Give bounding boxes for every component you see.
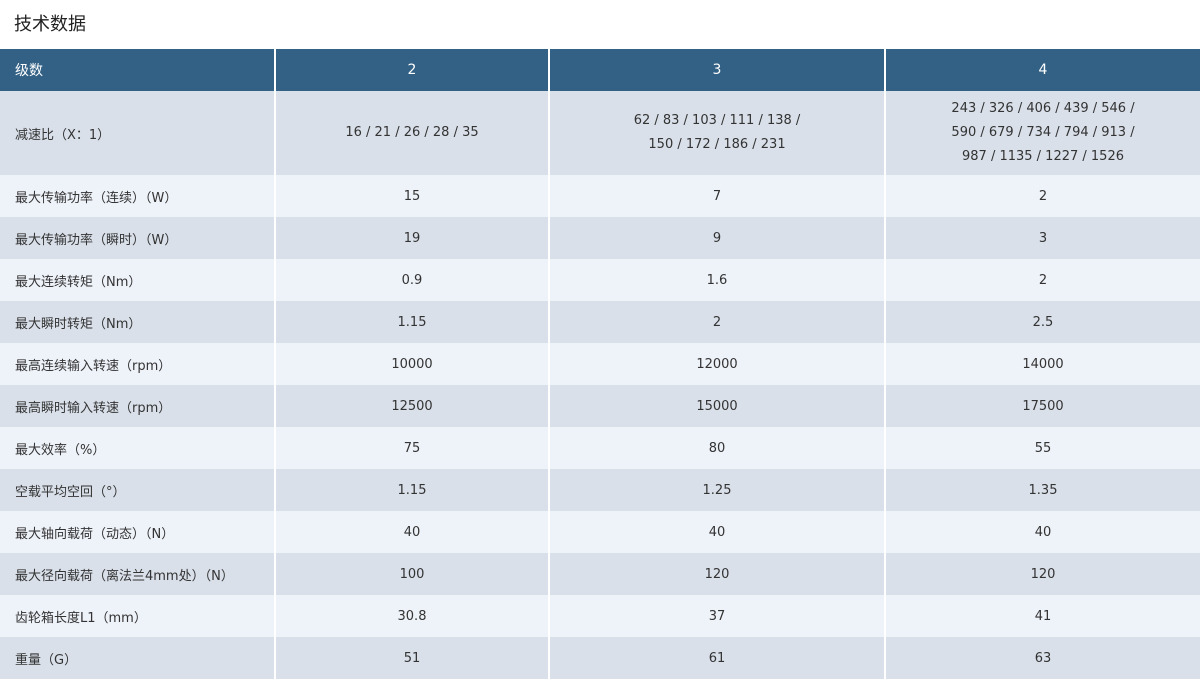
row-label: 最大传输功率（瞬时）（W） <box>0 217 275 259</box>
table-row: 最大瞬时转矩（Nm） 1.15 2 2.5 <box>0 301 1200 343</box>
value-cell: 63 <box>884 637 1200 679</box>
value-cell: 62 / 83 / 103 / 111 / 138 / 150 / 172 / 1… <box>548 91 885 175</box>
value-cell: 61 <box>548 637 885 679</box>
value-cell: 100 <box>274 553 549 595</box>
page-title: 技术数据 <box>14 14 86 35</box>
value-cell: 30.8 <box>274 595 549 637</box>
value-cell: 2 <box>884 259 1200 301</box>
value-cell: 40 <box>274 511 549 553</box>
row-label: 最大径向载荷（离法兰4mm处）（N） <box>0 553 275 595</box>
value-cell: 2 <box>884 175 1200 217</box>
row-label: 最大轴向载荷（动态）（N） <box>0 511 275 553</box>
value-cell: 37 <box>548 595 885 637</box>
value-cell: 0.9 <box>274 259 549 301</box>
value-line: 150 / 172 / 186 / 231 <box>648 137 786 152</box>
table-header-row: 级数 2 3 4 <box>0 49 1200 91</box>
value-line: 243 / 326 / 406 / 439 / 546 / <box>951 101 1135 116</box>
row-label: 减速比（X：1） <box>0 91 275 175</box>
row-label: 最大瞬时转矩（Nm） <box>0 301 275 343</box>
value-cell: 51 <box>274 637 549 679</box>
value-line: 987 / 1135 / 1227 / 1526 <box>962 149 1124 164</box>
value-cell: 40 <box>548 511 885 553</box>
value-cell: 1.35 <box>884 469 1200 511</box>
row-label: 最大连续转矩（Nm） <box>0 259 275 301</box>
value-cell: 1.15 <box>274 301 549 343</box>
value-cell: 16 / 21 / 26 / 28 / 35 <box>274 91 549 175</box>
table-row: 空载平均空回（°） 1.15 1.25 1.35 <box>0 469 1200 511</box>
value-cell: 3 <box>884 217 1200 259</box>
table-row: 最大径向载荷（离法兰4mm处）（N） 100 120 120 <box>0 553 1200 595</box>
value-cell: 10000 <box>274 343 549 385</box>
value-cell: 9 <box>548 217 885 259</box>
value-cell: 40 <box>884 511 1200 553</box>
table-row: 最高连续输入转速（rpm） 10000 12000 14000 <box>0 343 1200 385</box>
table-row: 最大连续转矩（Nm） 0.9 1.6 2 <box>0 259 1200 301</box>
value-cell: 7 <box>548 175 885 217</box>
value-cell: 80 <box>548 427 885 469</box>
value-cell: 12000 <box>548 343 885 385</box>
table-row: 最大传输功率（连续）（W） 15 7 2 <box>0 175 1200 217</box>
value-line: 590 / 679 / 734 / 794 / 913 / <box>951 125 1135 140</box>
value-cell: 120 <box>548 553 885 595</box>
value-cell: 75 <box>274 427 549 469</box>
table-row: 重量（G） 51 61 63 <box>0 637 1200 679</box>
value-cell: 1.6 <box>548 259 885 301</box>
row-label: 齿轮箱长度L1（mm） <box>0 595 275 637</box>
value-cell: 12500 <box>274 385 549 427</box>
header-cell: 级数 <box>0 49 275 91</box>
table-row: 最大效率（%） 75 80 55 <box>0 427 1200 469</box>
table-row: 最大传输功率（瞬时）（W） 19 9 3 <box>0 217 1200 259</box>
value-cell: 14000 <box>884 343 1200 385</box>
value-cell: 55 <box>884 427 1200 469</box>
row-label: 最大效率（%） <box>0 427 275 469</box>
table-row: 最高瞬时输入转速（rpm） 12500 15000 17500 <box>0 385 1200 427</box>
value-cell: 15000 <box>548 385 885 427</box>
value-cell: 243 / 326 / 406 / 439 / 546 / 590 / 679 /… <box>884 91 1200 175</box>
value-cell: 120 <box>884 553 1200 595</box>
row-label: 重量（G） <box>0 637 275 679</box>
value-cell: 41 <box>884 595 1200 637</box>
value-cell: 2.5 <box>884 301 1200 343</box>
table-row: 减速比（X：1） 16 / 21 / 26 / 28 / 35 62 / 83 / … <box>0 91 1200 175</box>
value-line: 16 / 21 / 26 / 28 / 35 <box>345 125 479 140</box>
row-label: 最大传输功率（连续）（W） <box>0 175 275 217</box>
value-cell: 1.15 <box>274 469 549 511</box>
spec-table: 级数 2 3 4 减速比（X：1） 16 / 21 / 26 / 28 / 35 6… <box>0 49 1200 679</box>
row-label: 最高连续输入转速（rpm） <box>0 343 275 385</box>
value-cell: 1.25 <box>548 469 885 511</box>
header-cell: 2 <box>274 49 549 91</box>
value-cell: 2 <box>548 301 885 343</box>
row-label: 空载平均空回（°） <box>0 469 275 511</box>
table-row: 最大轴向载荷（动态）（N） 40 40 40 <box>0 511 1200 553</box>
value-cell: 17500 <box>884 385 1200 427</box>
table-row: 齿轮箱长度L1（mm） 30.8 37 41 <box>0 595 1200 637</box>
row-label: 最高瞬时输入转速（rpm） <box>0 385 275 427</box>
header-cell: 3 <box>548 49 885 91</box>
value-cell: 15 <box>274 175 549 217</box>
value-line: 62 / 83 / 103 / 111 / 138 / <box>633 113 801 128</box>
header-cell: 4 <box>884 49 1200 91</box>
value-cell: 19 <box>274 217 549 259</box>
